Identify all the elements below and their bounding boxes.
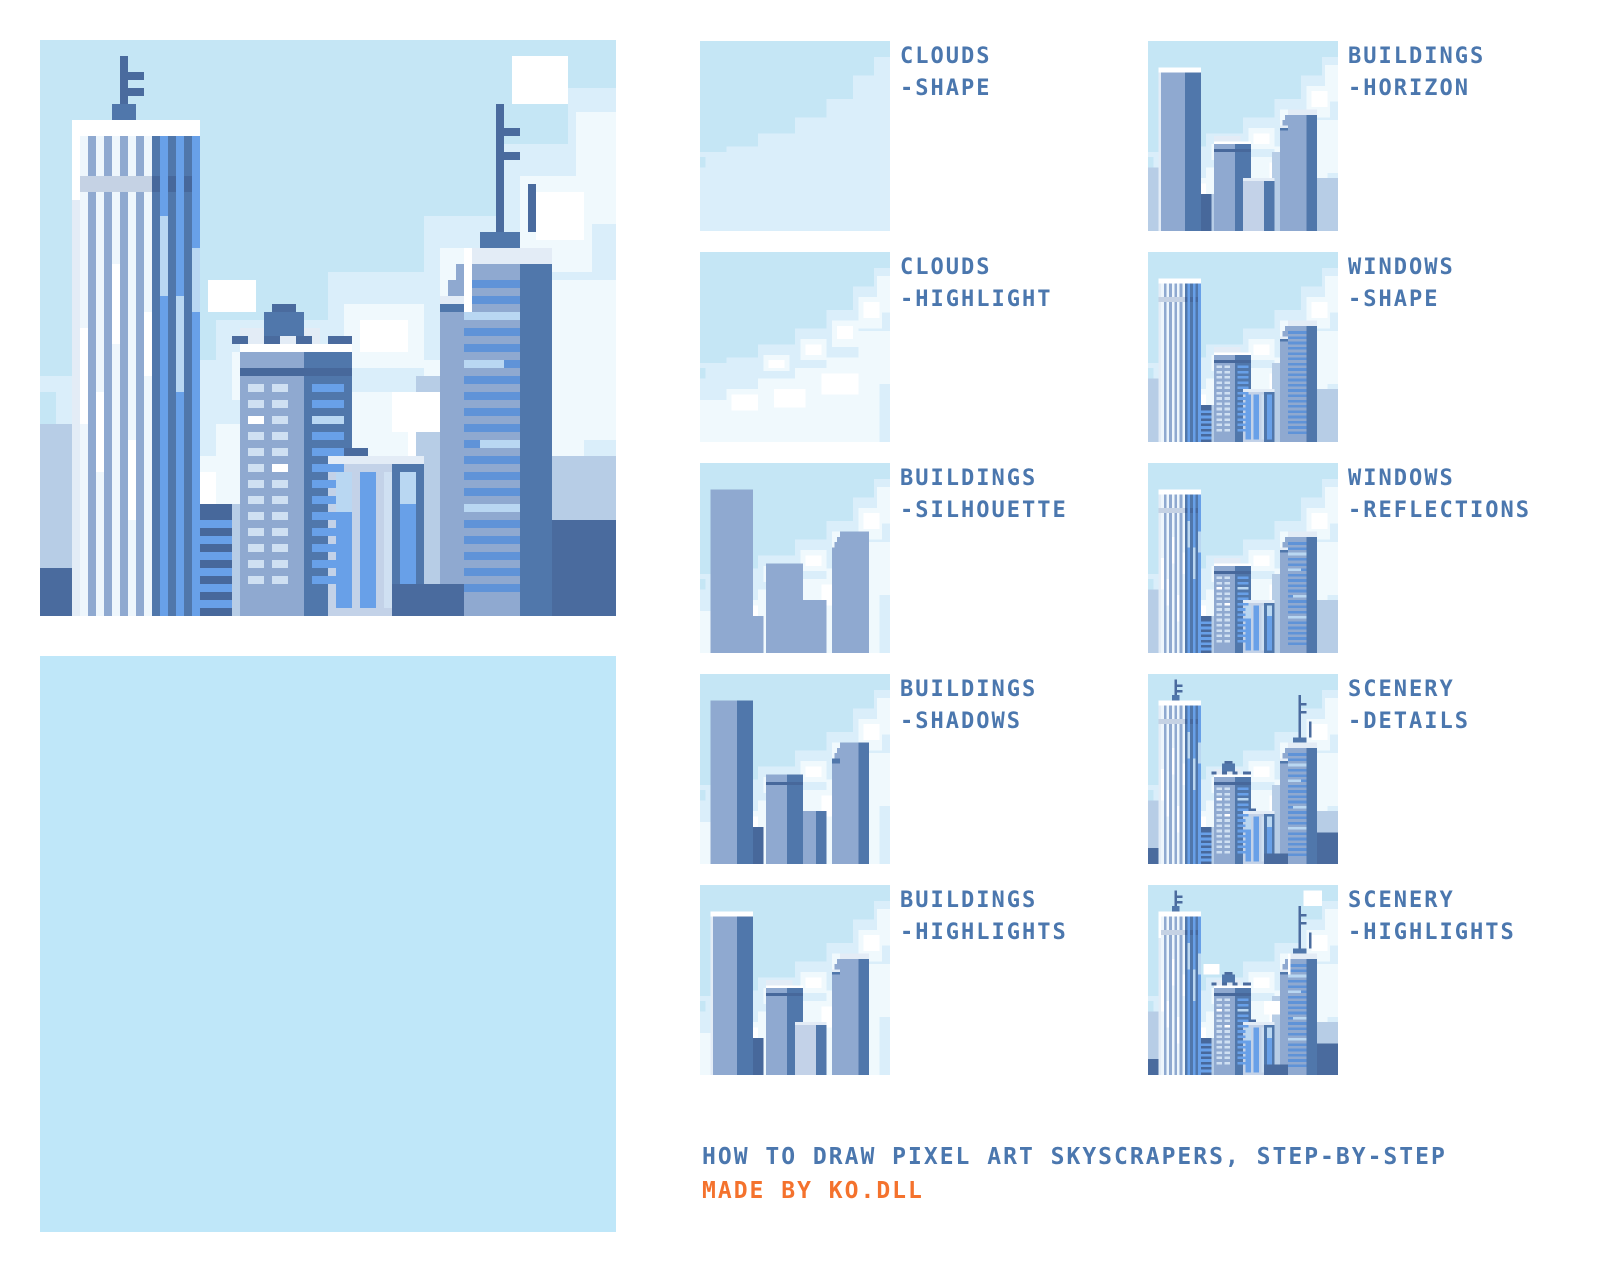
step-thumbnail-windows-reflections <box>1148 463 1338 653</box>
step-label-line1: BUILDINGS <box>900 677 1038 702</box>
step-label-line2: -SHADOWS <box>900 709 1022 734</box>
step-thumbnail-windows-shape <box>1148 252 1338 442</box>
step-label-line2: -SHAPE <box>1348 287 1440 312</box>
step-thumbnail-clouds-shape <box>700 41 890 231</box>
step-label: BUILDINGS -SHADOWS <box>900 674 1037 738</box>
step-thumbnail-buildings-silhouette <box>700 463 890 653</box>
step-label-line2: -REFLECTIONS <box>1348 498 1531 523</box>
step-label-line1: WINDOWS <box>1348 255 1455 280</box>
step-thumbnail-buildings-horizon <box>1148 41 1338 231</box>
step-label-line1: CLOUDS <box>900 255 992 280</box>
step-label-line1: SCENERY <box>1348 677 1455 702</box>
step-label: BUILDINGS -HORIZON <box>1348 41 1485 105</box>
step-thumbnail-clouds-highlight <box>700 252 890 442</box>
step-label-line2: -HIGHLIGHTS <box>1348 920 1516 945</box>
credit-line: MADE BY KO.DLL <box>702 1178 924 1204</box>
step-label-line2: -HIGHLIGHT <box>900 287 1053 312</box>
step-label-line1: SCENERY <box>1348 888 1455 913</box>
step-label-line2: -HORIZON <box>1348 76 1470 101</box>
caption-block: HOW TO DRAW PIXEL ART SKYSCRAPERS, STEP-… <box>702 1140 1447 1208</box>
step-label: BUILDINGS -SILHOUETTE <box>900 463 1068 527</box>
step-label-line1: BUILDINGS <box>900 466 1038 491</box>
step-label: CLOUDS -SHAPE <box>900 41 991 105</box>
step-label: SCENERY -DETAILS <box>1348 674 1470 738</box>
step-label: WINDOWS -SHAPE <box>1348 252 1455 316</box>
step-label: SCENERY -HIGHLIGHTS <box>1348 885 1516 949</box>
step-label-line2: -SHAPE <box>900 76 992 101</box>
main-artwork <box>40 40 616 616</box>
step-thumbnail-buildings-highlights <box>700 885 890 1075</box>
step-label-line1: BUILDINGS <box>1348 44 1486 69</box>
step-label-line1: CLOUDS <box>900 44 992 69</box>
tutorial-title: HOW TO DRAW PIXEL ART SKYSCRAPERS, STEP-… <box>702 1144 1447 1170</box>
step-label: BUILDINGS -HIGHLIGHTS <box>900 885 1068 949</box>
step-label: CLOUDS -HIGHLIGHT <box>900 252 1052 316</box>
step-thumbnail-scenery-highlights <box>1148 885 1338 1075</box>
step-label-line2: -DETAILS <box>1348 709 1470 734</box>
step-label-line2: -SILHOUETTE <box>900 498 1068 523</box>
step-thumbnail-scenery-details <box>1148 674 1338 864</box>
step-label-line1: BUILDINGS <box>900 888 1038 913</box>
step-thumbnail-buildings-shadows <box>700 674 890 864</box>
step-label: WINDOWS -REFLECTIONS <box>1348 463 1531 527</box>
practice-panel <box>40 656 616 1232</box>
step-label-line1: WINDOWS <box>1348 466 1455 491</box>
step-label-line2: -HIGHLIGHTS <box>900 920 1068 945</box>
